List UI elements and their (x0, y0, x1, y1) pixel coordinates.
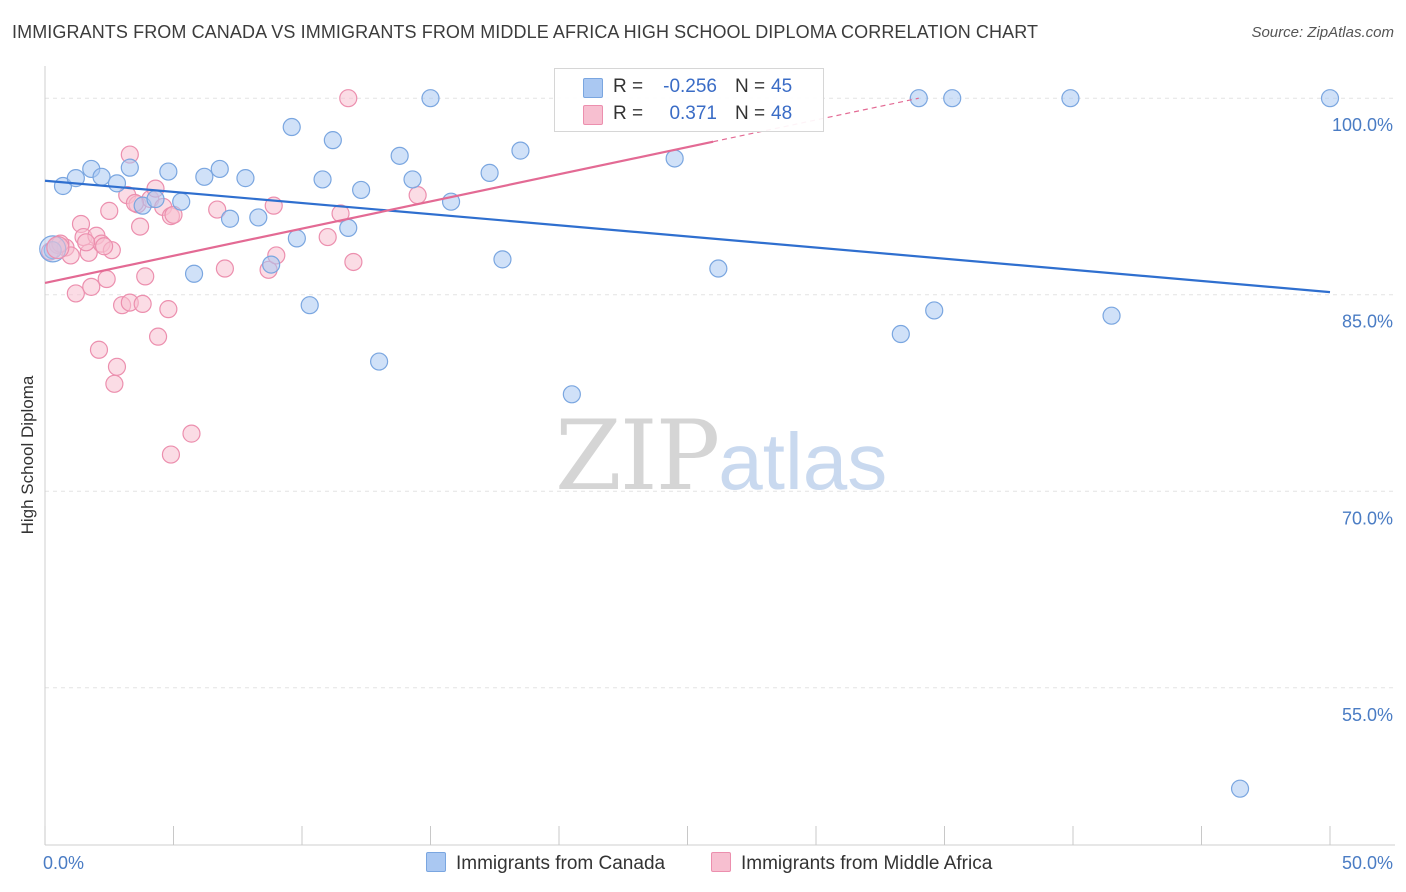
middle-africa-point (66, 284, 85, 303)
canada-point (480, 163, 499, 182)
y-tick-label: 85.0% (1342, 312, 1393, 332)
canada-point (493, 250, 512, 269)
y-tick-label: 70.0% (1342, 508, 1393, 528)
canada-point (925, 301, 944, 320)
canada-point (323, 131, 342, 150)
canada-point (390, 146, 409, 165)
canada-point (511, 141, 530, 160)
middle-africa-point (46, 235, 70, 260)
watermark: ZIPatlas (555, 400, 887, 512)
middle-africa-point (105, 374, 124, 393)
canada-point (210, 159, 229, 179)
middle-africa-point (82, 277, 101, 296)
middle-africa-point (331, 204, 350, 223)
source-label: Source: ZipAtlas.com (1251, 24, 1394, 41)
canada-point (943, 89, 962, 108)
middle-africa-point (136, 267, 155, 286)
middle-africa-trend-extension (713, 97, 919, 143)
legend-item-middle-africa[interactable]: Immigrants from Middle Africa (711, 852, 992, 875)
middle-africa-point (77, 233, 96, 252)
canada-point (313, 170, 332, 189)
middle-africa-point (107, 357, 127, 376)
y-tick-label: 55.0% (1342, 705, 1393, 725)
canada-point (220, 209, 240, 228)
middle-africa-point (95, 237, 114, 256)
canada-point (1061, 89, 1080, 108)
canada-point (195, 167, 214, 186)
canada-point (1102, 306, 1121, 325)
canada-point (300, 296, 319, 315)
canada-point (262, 255, 281, 274)
x-tick-label: 0.0% (43, 853, 84, 873)
canada-point (236, 169, 255, 188)
legend-swatch-canada (426, 852, 446, 872)
canada-point (107, 174, 127, 193)
middle-africa-point (159, 300, 178, 319)
canada-point (287, 229, 306, 248)
canada-point (1320, 89, 1340, 108)
legend-n-value: 45 (771, 76, 793, 97)
canada-point (249, 208, 268, 227)
canada-point (370, 352, 389, 371)
canada-point (339, 218, 358, 238)
legend-r-label: R = (613, 76, 644, 97)
legend-n-label: N = (735, 76, 766, 97)
legend-swatch-middle-africa (583, 105, 603, 125)
x-tick-label: 50.0% (1342, 853, 1393, 873)
canada-point (159, 162, 178, 181)
watermark-atlas: atlas (718, 417, 888, 506)
legend-row-canada: R = -0.256 N = 45 (555, 74, 823, 100)
canada-point (709, 259, 728, 278)
middle-africa-point (208, 200, 227, 219)
canada-point (891, 324, 910, 344)
canada-point (146, 189, 165, 209)
middle-africa-point (161, 445, 181, 464)
canada-point (120, 158, 139, 177)
legend-swatch-middle-africa (711, 852, 731, 872)
legend-r-value: -0.256 (663, 76, 717, 97)
middle-africa-point (215, 259, 234, 278)
canada-point (1230, 779, 1250, 798)
legend-item-canada[interactable]: Immigrants from Canada (426, 852, 665, 875)
canada-trend-line (44, 179, 1331, 294)
middle-africa-point (339, 89, 358, 108)
canada-point (282, 117, 301, 137)
series-legend: Immigrants from Canada Immigrants from M… (0, 852, 1406, 878)
canada-point (665, 149, 684, 168)
middle-africa-point (318, 227, 337, 247)
middle-africa-point (182, 424, 201, 443)
stats-legend: R = -0.256 N = 45 R = 0.371 N = 48 (554, 68, 824, 132)
middle-africa-point (97, 269, 116, 289)
canada-point (92, 167, 111, 186)
middle-africa-point (148, 327, 168, 346)
canada-point (403, 170, 422, 189)
middle-africa-point (133, 294, 152, 313)
middle-africa-trend-line (44, 140, 714, 285)
legend-label-middle-africa: Immigrants from Middle Africa (741, 853, 993, 874)
canada-point (184, 264, 204, 283)
legend-label-canada: Immigrants from Canada (456, 853, 666, 874)
watermark-zip: ZIP (555, 400, 720, 512)
legend-n-label: N = (735, 103, 766, 124)
legend-row-middle-africa: R = 0.371 N = 48 (555, 101, 823, 127)
legend-r-value: 0.371 (669, 103, 717, 124)
middle-africa-point (130, 217, 150, 236)
middle-africa-point (408, 186, 427, 205)
y-tick-label: 100.0% (1332, 115, 1393, 135)
middle-africa-point (89, 340, 109, 359)
canada-point (352, 180, 371, 200)
canada-point (421, 89, 440, 108)
legend-n-value: 48 (771, 103, 793, 124)
middle-africa-point (344, 252, 363, 272)
canada-point (172, 192, 191, 211)
legend-r-label: R = (613, 103, 644, 124)
legend-swatch-canada (583, 78, 603, 98)
chart-title: IMMIGRANTS FROM CANADA VS IMMIGRANTS FRO… (12, 22, 1039, 42)
canada-point (562, 385, 581, 404)
middle-africa-point (100, 201, 119, 220)
